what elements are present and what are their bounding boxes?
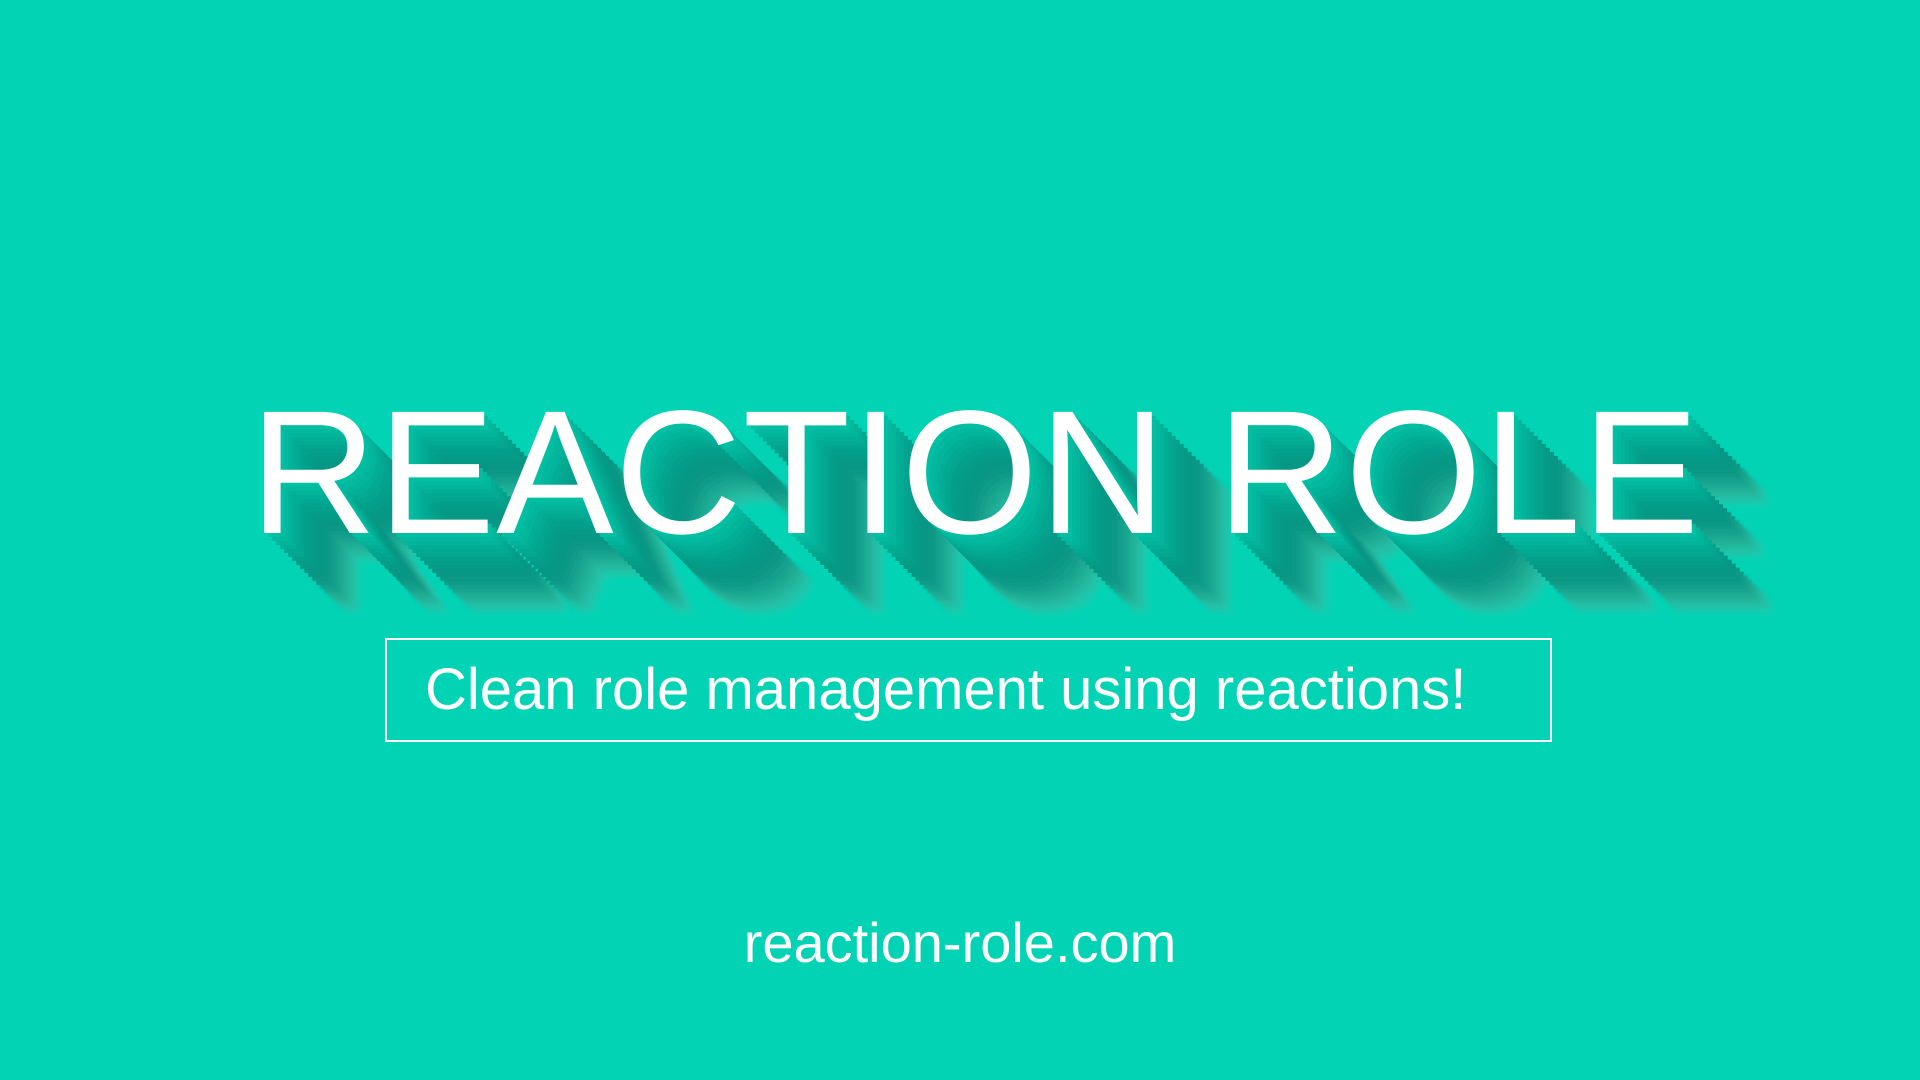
brand-title: REACTION ROLE xyxy=(249,398,1701,571)
title-container: REACTION ROLE xyxy=(0,398,1920,638)
tagline-text: Clean role management using reactions! xyxy=(425,657,1467,722)
tagline-box: Clean role management using reactions! xyxy=(385,638,1552,742)
website-url: reaction-role.com xyxy=(743,911,1177,974)
